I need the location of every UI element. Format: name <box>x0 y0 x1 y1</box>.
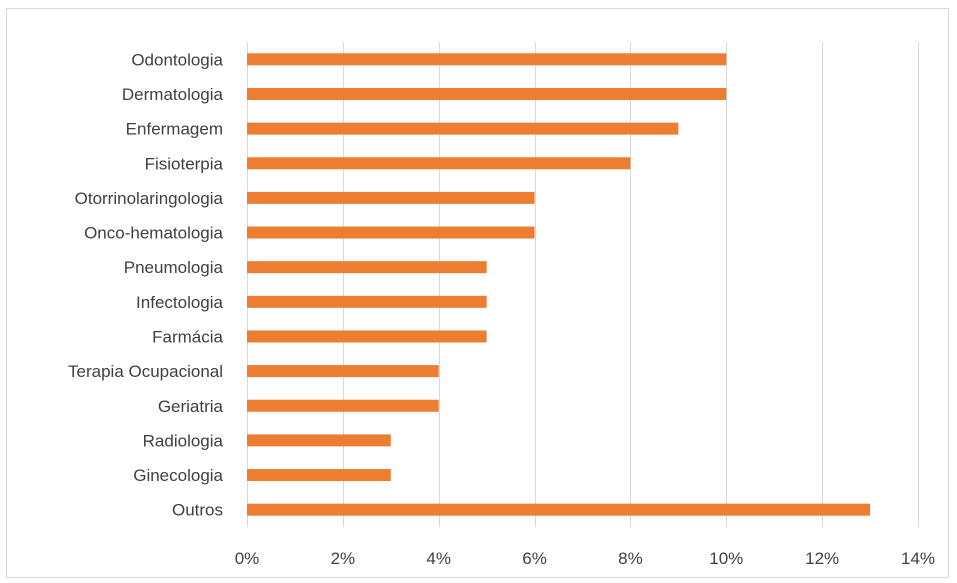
bar-5 <box>247 226 535 239</box>
category-label: Dermatologia <box>122 85 224 104</box>
chart-frame <box>6 8 949 578</box>
category-label: Infectologia <box>136 293 223 312</box>
x-tick-label: 6% <box>522 549 547 568</box>
category-label: Ginecologia <box>133 466 223 485</box>
x-tick-label: 14% <box>901 549 935 568</box>
x-tick-labels: 0% 2% 4% 6% 8% 10% 12% 14% <box>235 549 935 568</box>
grid-lines <box>247 42 919 527</box>
category-label: Otorrinolaringologia <box>75 189 224 208</box>
bar-9 <box>247 365 439 378</box>
x-tick-label: 12% <box>805 549 839 568</box>
bar-7 <box>247 295 487 308</box>
x-tick-label: 4% <box>426 549 451 568</box>
bar-12 <box>247 469 391 482</box>
category-label: Radiologia <box>143 431 224 450</box>
bar-13 <box>247 503 871 516</box>
category-label: Fisioterpia <box>145 154 224 173</box>
x-tick-label: 0% <box>235 549 260 568</box>
category-label: Onco-hematologia <box>84 224 223 243</box>
bar-4 <box>247 191 535 204</box>
bar-2 <box>247 122 679 135</box>
bar-0 <box>247 53 727 66</box>
category-labels: Odontologia Dermatologia Enfermagem Fisiote… <box>68 50 224 519</box>
bar-10 <box>247 399 439 412</box>
x-tick-label: 2% <box>331 549 356 568</box>
bar-8 <box>247 330 487 343</box>
category-label: Odontologia <box>131 50 223 69</box>
category-label: Enfermagem <box>126 120 223 139</box>
bar-1 <box>247 87 727 100</box>
category-label: Pneumologia <box>124 258 224 277</box>
category-label: Geriatria <box>158 397 224 416</box>
category-label: Terapia Ocupacional <box>68 362 223 381</box>
category-label: Farmácia <box>152 327 223 346</box>
x-tick-label: 8% <box>618 549 643 568</box>
bar-3 <box>247 157 631 170</box>
category-label: Outros <box>172 501 223 520</box>
x-tick-label: 10% <box>709 549 743 568</box>
bar-6 <box>247 261 487 274</box>
bars <box>247 53 871 516</box>
bar-11 <box>247 434 391 447</box>
